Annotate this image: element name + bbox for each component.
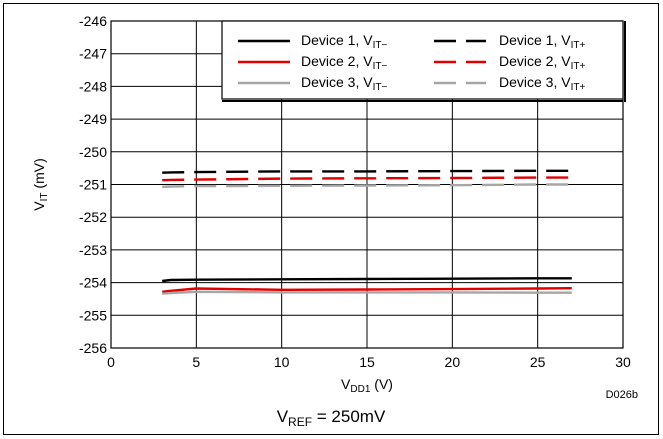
- x-tick-label: 20: [445, 354, 461, 370]
- x-tick-label: 25: [530, 354, 546, 370]
- reference-voltage-caption: VREF = 250mV: [277, 407, 386, 429]
- y-tick-label: -246: [79, 13, 107, 29]
- series-line-1: [162, 277, 572, 283]
- figure-id-annotation: D026b: [606, 389, 638, 401]
- y-tick-label: -253: [79, 242, 107, 258]
- y-tick-label: -252: [79, 209, 107, 225]
- series-line-6: [162, 183, 572, 188]
- y-axis-label: VIT (mV): [31, 158, 50, 210]
- x-tick-label: 0: [107, 354, 115, 370]
- x-tick-label: 30: [615, 354, 631, 370]
- x-tick-label: 15: [359, 354, 375, 370]
- series-line-5: [162, 176, 572, 182]
- legend-box: [221, 20, 624, 100]
- y-tick-label: -255: [79, 307, 107, 323]
- legend-label-3: Device 3, VIT−: [301, 74, 387, 93]
- y-tick-label: -249: [79, 111, 107, 127]
- x-axis-label: VDD1 (V): [341, 376, 393, 395]
- legend-label-2: Device 2, VIT−: [301, 53, 387, 72]
- y-tick-label: -250: [79, 144, 107, 160]
- legend-label-1: Device 1, VIT−: [301, 32, 387, 51]
- legend-label-4: Device 1, VIT+: [499, 32, 585, 51]
- y-tick-label: -247: [79, 46, 107, 62]
- x-tick-label: 5: [192, 354, 200, 370]
- y-tick-label: -254: [79, 275, 107, 291]
- y-tick-label: -248: [79, 78, 107, 94]
- y-tick-label: -256: [79, 340, 107, 356]
- series-line-4: [162, 169, 572, 174]
- x-tick-label: 10: [274, 354, 290, 370]
- legend-label-5: Device 2, VIT+: [499, 53, 585, 72]
- y-tick-label: -251: [79, 177, 107, 193]
- series-line-3: [162, 290, 572, 295]
- legend-label-6: Device 3, VIT+: [499, 74, 585, 93]
- series-line-2: [162, 287, 572, 293]
